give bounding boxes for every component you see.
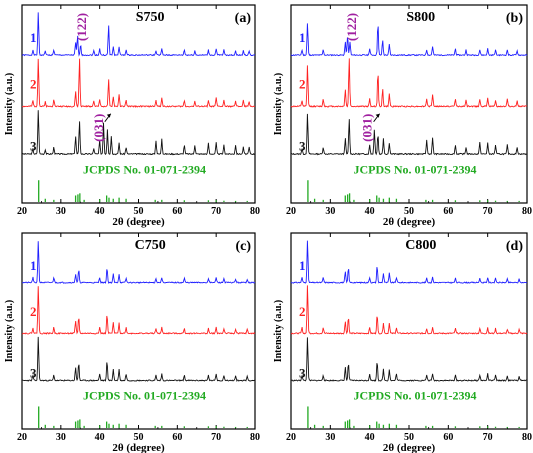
x-tick-label: 60 bbox=[172, 206, 182, 217]
series-label: 3 bbox=[299, 139, 306, 154]
series-label: 2 bbox=[30, 304, 37, 319]
x-tick-label: 60 bbox=[443, 432, 453, 443]
x-tick-label: 30 bbox=[325, 432, 335, 443]
series-label: 1 bbox=[30, 258, 37, 273]
x-axis-label: 2θ (degree) bbox=[112, 216, 165, 228]
panel-label: (d) bbox=[506, 239, 523, 254]
peak-annotation: (031) bbox=[360, 114, 375, 142]
panel-2: 20 30 40 50 60 70 80 2θ (degree) Intensity (a.u.… bbox=[273, 4, 532, 228]
panel-label: (c) bbox=[235, 239, 251, 254]
series-line bbox=[21, 286, 256, 335]
series-line bbox=[290, 113, 528, 156]
series-line bbox=[21, 110, 256, 156]
x-tick-label: 20 bbox=[17, 206, 27, 217]
panel-label: (a) bbox=[235, 11, 252, 26]
x-tick-label: 40 bbox=[95, 432, 105, 443]
x-axis-label: 2θ (degree) bbox=[383, 442, 436, 453]
series-line bbox=[290, 337, 528, 382]
peak-annotation: (122) bbox=[344, 13, 359, 41]
series-label: 1 bbox=[299, 30, 306, 45]
x-axis-label: 2θ (degree) bbox=[383, 216, 436, 228]
x-tick-label: 40 bbox=[365, 432, 375, 443]
y-axis-label: Intensity (a.u.) bbox=[273, 73, 284, 136]
x-tick-label: 60 bbox=[172, 432, 182, 443]
reference-label: JCPDS No. 01-071-2394 bbox=[83, 162, 206, 176]
x-axis-label: 2θ (degree) bbox=[112, 442, 165, 453]
y-axis-label: Intensity (a.u.) bbox=[4, 73, 15, 136]
x-tick-label: 70 bbox=[211, 206, 221, 217]
annotation-arrowhead bbox=[106, 113, 111, 118]
panel-title: C800 bbox=[405, 238, 436, 253]
series-line bbox=[290, 285, 528, 335]
panel-title: S800 bbox=[406, 10, 435, 25]
x-tick-label: 80 bbox=[250, 206, 260, 217]
series-label: 3 bbox=[30, 139, 37, 154]
x-tick-label: 50 bbox=[134, 206, 144, 217]
series-label: 2 bbox=[30, 77, 37, 92]
series-line bbox=[290, 23, 528, 57]
series-line bbox=[21, 12, 256, 57]
series-label: 2 bbox=[299, 304, 306, 319]
series-label: 3 bbox=[299, 365, 306, 380]
panel-title: S750 bbox=[136, 10, 165, 25]
x-tick-label: 70 bbox=[483, 206, 493, 217]
x-tick-label: 30 bbox=[56, 432, 66, 443]
y-axis-label: Intensity (a.u.) bbox=[273, 300, 284, 363]
x-tick-label: 80 bbox=[522, 432, 532, 443]
reference-label: JCPDS No. 01-071-2394 bbox=[354, 389, 477, 403]
series-line bbox=[21, 336, 256, 382]
x-tick-label: 50 bbox=[134, 432, 144, 443]
x-tick-label: 60 bbox=[443, 206, 453, 217]
x-tick-label: 50 bbox=[404, 206, 414, 217]
x-tick-label: 80 bbox=[250, 432, 260, 443]
panel-label: (b) bbox=[506, 11, 523, 26]
x-tick-label: 20 bbox=[286, 432, 296, 443]
reference-label: JCPDS No. 01-071-2394 bbox=[354, 162, 477, 176]
panel-title: C750 bbox=[135, 238, 166, 253]
series-line bbox=[290, 58, 528, 108]
peak-annotation: (122) bbox=[74, 13, 89, 41]
series-label: 1 bbox=[299, 258, 306, 273]
series-line bbox=[21, 58, 256, 109]
x-tick-label: 30 bbox=[56, 206, 66, 217]
series-label: 1 bbox=[30, 30, 37, 45]
panel-3: 20 30 40 50 60 70 80 2θ (degree) Intensity (a.u.… bbox=[4, 232, 260, 453]
series-label: 3 bbox=[30, 365, 37, 380]
series-line bbox=[22, 241, 256, 284]
series-line bbox=[290, 240, 528, 284]
annotation-arrowhead bbox=[375, 113, 380, 118]
reference-label: JCPDS No. 01-071-2394 bbox=[83, 389, 206, 403]
peak-annotation: (031) bbox=[91, 114, 106, 142]
x-tick-label: 30 bbox=[325, 206, 335, 217]
x-tick-label: 50 bbox=[404, 432, 414, 443]
series-label: 2 bbox=[299, 77, 306, 92]
x-tick-label: 20 bbox=[286, 206, 296, 217]
x-tick-label: 80 bbox=[522, 206, 532, 217]
x-tick-label: 70 bbox=[211, 432, 221, 443]
x-tick-label: 40 bbox=[95, 206, 105, 217]
x-tick-label: 20 bbox=[17, 432, 27, 443]
panel-4: 20 30 40 50 60 70 80 2θ (degree) Intensity (a.u.… bbox=[273, 232, 532, 453]
x-tick-label: 40 bbox=[365, 206, 375, 217]
x-tick-label: 70 bbox=[483, 432, 493, 443]
panel-1: 20 30 40 50 60 70 80 2θ (degree) Intensity (a.u.… bbox=[4, 4, 260, 228]
y-axis-label: Intensity (a.u.) bbox=[4, 300, 15, 363]
